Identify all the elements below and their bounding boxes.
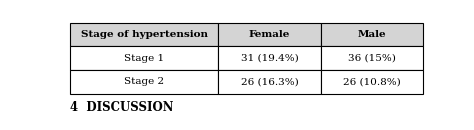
Bar [70, 46, 219, 70]
Bar [320, 70, 423, 94]
Text: Stage 2: Stage 2 [124, 77, 164, 86]
Text: Female: Female [249, 30, 290, 39]
Text: Stage 1: Stage 1 [124, 54, 164, 63]
Text: 31 (19.4%): 31 (19.4%) [241, 54, 299, 63]
Bar [219, 23, 320, 46]
Bar [320, 23, 423, 46]
Text: 36 (15%): 36 (15%) [348, 54, 396, 63]
Text: Male: Male [357, 30, 386, 39]
Text: 26 (10.8%): 26 (10.8%) [343, 77, 401, 86]
Bar [70, 23, 219, 46]
Bar [320, 46, 423, 70]
Text: Stage of hypertension: Stage of hypertension [81, 30, 208, 39]
Bar [219, 46, 320, 70]
Text: 26 (16.3%): 26 (16.3%) [241, 77, 299, 86]
Bar [70, 70, 219, 94]
Text: 4  DISCUSSION: 4 DISCUSSION [70, 101, 174, 114]
Bar [219, 70, 320, 94]
